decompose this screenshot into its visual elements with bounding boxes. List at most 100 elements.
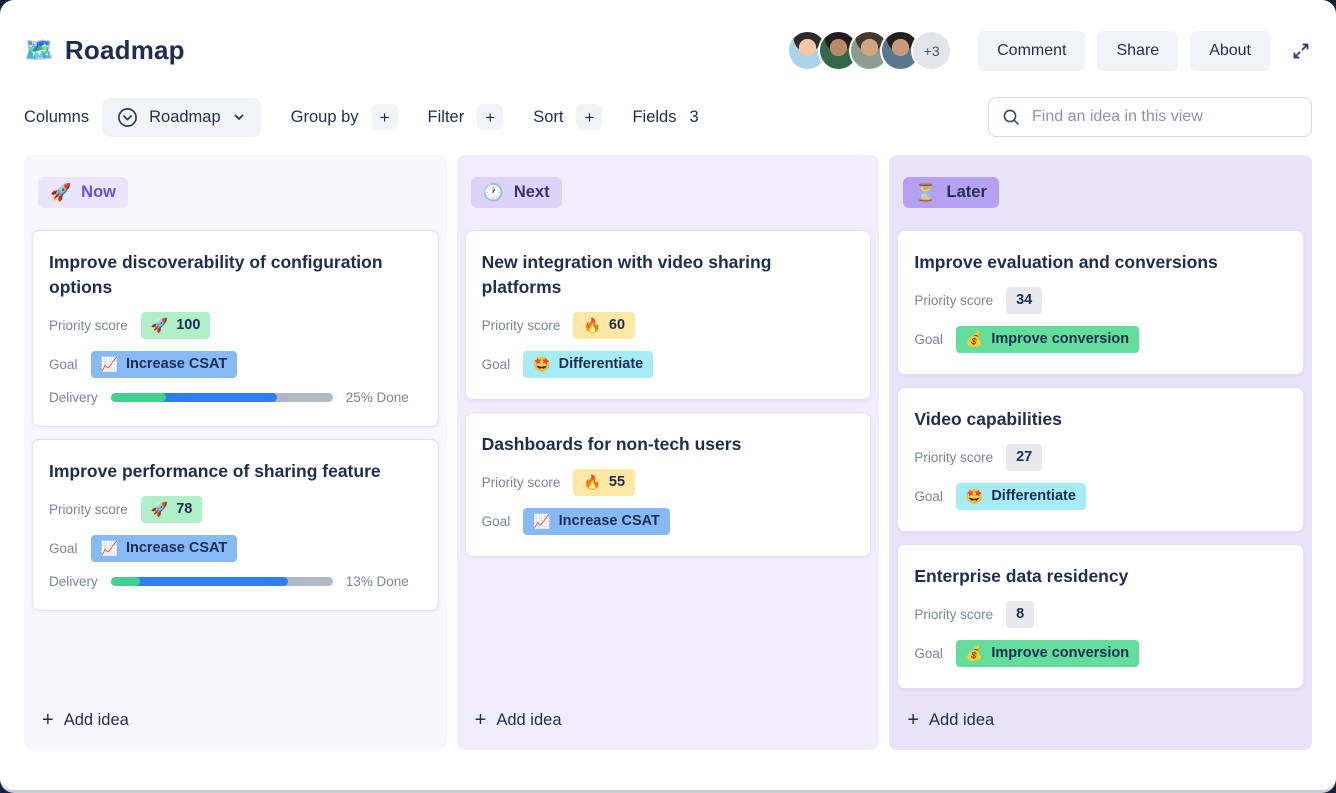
priority-score-label: Priority score <box>914 449 994 465</box>
goal-row: Goal 🤩 Differentiate <box>914 482 1287 510</box>
add-idea-button-now[interactable]: + Add idea <box>36 706 135 734</box>
goal-badge: 📈 Increase CSAT <box>523 507 670 535</box>
add-idea-label: Add idea <box>63 710 129 729</box>
expand-icon[interactable] <box>1290 40 1312 62</box>
goal-value: Differentiate <box>558 355 644 372</box>
idea-card[interactable]: Improve performance of sharing feature Pr… <box>32 438 439 611</box>
idea-card[interactable]: Improve evaluation and conversions Priori… <box>897 230 1305 375</box>
card-title: Improve evaluation and conversions <box>914 252 1218 273</box>
title-group: 🗺️ Roadmap <box>24 35 185 66</box>
idea-card[interactable]: Improve discoverability of configuration… <box>32 230 439 427</box>
chart-increasing-icon: 📈 <box>100 540 118 557</box>
priority-score-row: Priority score 🚀 100 <box>49 311 422 339</box>
priority-score-value: 100 <box>176 316 201 333</box>
search-input[interactable] <box>1030 107 1298 127</box>
column-later: ⏳ Later Improve evaluation and conversions… <box>889 155 1313 750</box>
priority-score-value: 60 <box>608 316 626 333</box>
priority-score-row: Priority score 🔥 55 <box>482 468 855 496</box>
delivery-percent-text: 13% Done <box>345 573 409 589</box>
group-by-add-button[interactable]: + <box>371 104 398 130</box>
avatar-stack: +3 <box>787 30 953 71</box>
fire-icon: 🔥 <box>583 317 601 334</box>
priority-score-row: Priority score 🔥 60 <box>481 311 855 339</box>
goal-row: Goal 📈 Increase CSAT <box>49 534 422 562</box>
sort-label: Sort <box>533 107 564 126</box>
priority-score-label: Priority score <box>481 317 561 333</box>
card-title: Improve performance of sharing feature <box>49 460 381 481</box>
goal-label: Goal <box>914 645 943 661</box>
priority-score-label: Priority score <box>914 606 994 622</box>
column-now: 🚀 Now Improve discoverability of configura… <box>24 155 447 750</box>
hourglass-icon: ⏳ <box>915 183 937 203</box>
card-title: Enterprise data residency <box>914 565 1129 586</box>
circle-chevron-icon <box>117 107 138 128</box>
card-title: Dashboards for non-tech users <box>481 433 742 454</box>
toolbar: Columns Roadmap Group by + Filter + <box>0 97 1336 137</box>
fire-icon: 🔥 <box>583 474 601 491</box>
priority-score-label: Priority score <box>49 501 128 517</box>
share-button[interactable]: Share <box>1097 30 1179 71</box>
delivery-row: Delivery 13% Done <box>49 574 422 589</box>
priority-score-row: Priority score 34 <box>914 286 1287 314</box>
goal-row: Goal 🤩 Differentiate <box>481 350 855 378</box>
goal-badge: 💰 Improve conversion <box>955 325 1140 353</box>
priority-score-row: Priority score 27 <box>914 443 1287 471</box>
priority-score-badge: 🚀 78 <box>140 495 203 523</box>
delivery-progress-bar <box>110 392 333 402</box>
delivery-label: Delivery <box>49 389 98 405</box>
about-button[interactable]: About <box>1190 30 1270 71</box>
priority-score-badge: 8 <box>1006 600 1035 628</box>
add-idea-label: Add idea <box>929 710 995 729</box>
goal-label: Goal <box>49 356 78 372</box>
goal-row: Goal 📈 Increase CSAT <box>49 350 422 378</box>
goal-label: Goal <box>481 356 511 372</box>
delivery-row: Delivery 25% Done <box>49 390 422 405</box>
star-struck-icon: 🤩 <box>965 488 984 505</box>
idea-card[interactable]: Enterprise data residency Priority score 8… <box>897 543 1305 689</box>
add-idea-button-next[interactable]: + Add idea <box>469 706 568 734</box>
group-by-group: Group by + <box>291 104 398 130</box>
card-list: New integration with video sharing platf… <box>464 230 872 557</box>
priority-score-value: 8 <box>1016 605 1025 622</box>
delivery-label: Delivery <box>49 573 98 589</box>
filter-add-button[interactable]: + <box>477 104 504 130</box>
idea-card[interactable]: Dashboards for non-tech users Priority sc… <box>464 411 872 557</box>
sort-add-button[interactable]: + <box>576 104 603 130</box>
idea-card[interactable]: New integration with video sharing platf… <box>464 230 872 400</box>
goal-badge: 🤩 Differentiate <box>523 350 654 378</box>
priority-score-badge: 🔥 60 <box>573 311 636 339</box>
priority-score-value: 55 <box>608 473 626 490</box>
goal-value: Improve conversion <box>991 644 1130 661</box>
goal-badge: 📈 Increase CSAT <box>90 350 238 378</box>
idea-card[interactable]: Video capabilities Priority score 27 Goal 🤩 D… <box>897 386 1305 532</box>
view-selector[interactable]: Roadmap <box>102 97 261 137</box>
money-bag-icon: 💰 <box>965 331 984 348</box>
plus-icon: + <box>42 709 54 731</box>
add-idea-button-later[interactable]: + Add idea <box>901 706 1000 734</box>
comment-button[interactable]: Comment <box>978 30 1086 71</box>
avatar-overflow-badge[interactable]: +3 <box>911 30 953 71</box>
rocket-icon: 🚀 <box>150 317 169 334</box>
sort-group: Sort + <box>533 104 603 130</box>
delivery-progress-green <box>110 392 167 402</box>
goal-value: Increase CSAT <box>125 539 228 556</box>
delivery-progress-green <box>110 576 140 586</box>
rocket-icon: 🚀 <box>50 183 72 203</box>
filter-group: Filter + <box>428 104 504 130</box>
plus-icon: + <box>474 709 487 731</box>
card-title: New integration with video sharing platf… <box>481 252 772 297</box>
money-bag-icon: 💰 <box>965 645 984 662</box>
columns-label: Columns <box>24 107 90 126</box>
column-label-now: Now <box>81 183 117 201</box>
delivery-percent-text: 25% Done <box>345 389 409 405</box>
goal-label: Goal <box>914 331 943 347</box>
plus-icon: + <box>907 709 920 731</box>
goal-value: Differentiate <box>991 487 1076 504</box>
goal-badge: 🤩 Differentiate <box>955 482 1086 510</box>
rocket-icon: 🚀 <box>150 501 169 518</box>
chevron-down-icon <box>232 110 246 124</box>
column-label-next: Next <box>513 183 550 201</box>
column-header-badge-next: 🕐 Next <box>470 177 562 209</box>
goal-row: Goal 💰 Improve conversion <box>914 325 1287 353</box>
priority-score-row: Priority score 🚀 78 <box>49 495 422 523</box>
